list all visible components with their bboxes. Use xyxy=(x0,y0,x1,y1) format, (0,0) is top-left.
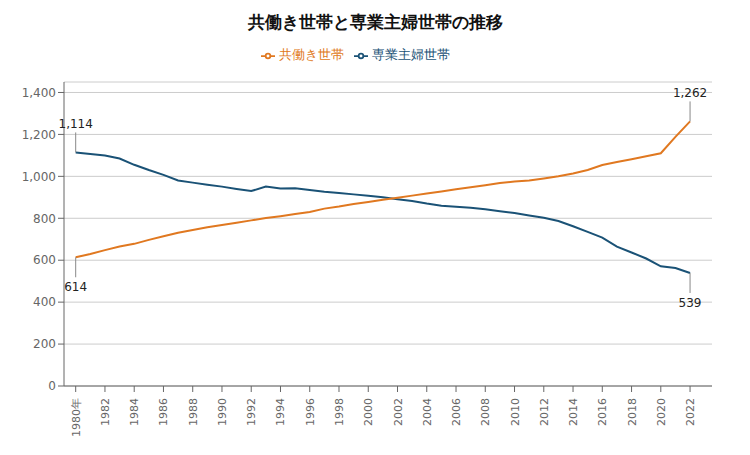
svg-text:1,262: 1,262 xyxy=(673,86,707,100)
svg-text:400: 400 xyxy=(33,295,56,309)
svg-text:1998: 1998 xyxy=(333,398,346,426)
svg-text:1996: 1996 xyxy=(304,398,317,426)
svg-text:614: 614 xyxy=(64,280,87,294)
svg-text:2012: 2012 xyxy=(538,398,551,426)
svg-text:600: 600 xyxy=(33,253,56,267)
html-text:専業主婦世帯: 専業主婦世帯 xyxy=(371,47,450,62)
svg-text:2000: 2000 xyxy=(362,398,375,426)
svg-text:2008: 2008 xyxy=(479,398,492,426)
svg-text:2020: 2020 xyxy=(655,398,668,426)
svg-text:1990: 1990 xyxy=(216,398,229,426)
svg-text:2016: 2016 xyxy=(596,398,609,426)
svg-text:2004: 2004 xyxy=(421,398,434,426)
svg-text:2018: 2018 xyxy=(626,398,639,426)
svg-text:1,000: 1,000 xyxy=(22,170,56,184)
html-text:共働き世帯: 共働き世帯 xyxy=(278,47,344,62)
svg-text:2022: 2022 xyxy=(684,398,697,426)
svg-text:1984: 1984 xyxy=(128,398,141,426)
svg-text:1,114: 1,114 xyxy=(59,117,93,131)
svg-text:2014: 2014 xyxy=(567,398,580,426)
svg-text:800: 800 xyxy=(33,212,56,226)
svg-text:1,200: 1,200 xyxy=(22,128,56,142)
svg-text:1994: 1994 xyxy=(274,398,287,426)
svg-text:1,400: 1,400 xyxy=(22,86,56,100)
svg-text:1992: 1992 xyxy=(245,398,258,426)
svg-text:539: 539 xyxy=(679,296,702,310)
svg-text:200: 200 xyxy=(33,337,56,351)
svg-text:2006: 2006 xyxy=(450,398,463,426)
svg-text:1982: 1982 xyxy=(99,398,112,426)
svg-text:1988: 1988 xyxy=(187,398,200,426)
svg-text:1980年: 1980年 xyxy=(70,398,83,437)
svg-text:2002: 2002 xyxy=(392,398,405,426)
svg-text:1986: 1986 xyxy=(157,398,170,426)
svg-text:0: 0 xyxy=(48,379,56,393)
html-text:共働き世帯と専業主婦世帯の推移: 共働き世帯と専業主婦世帯の推移 xyxy=(247,12,503,32)
svg-text:2010: 2010 xyxy=(509,398,522,426)
